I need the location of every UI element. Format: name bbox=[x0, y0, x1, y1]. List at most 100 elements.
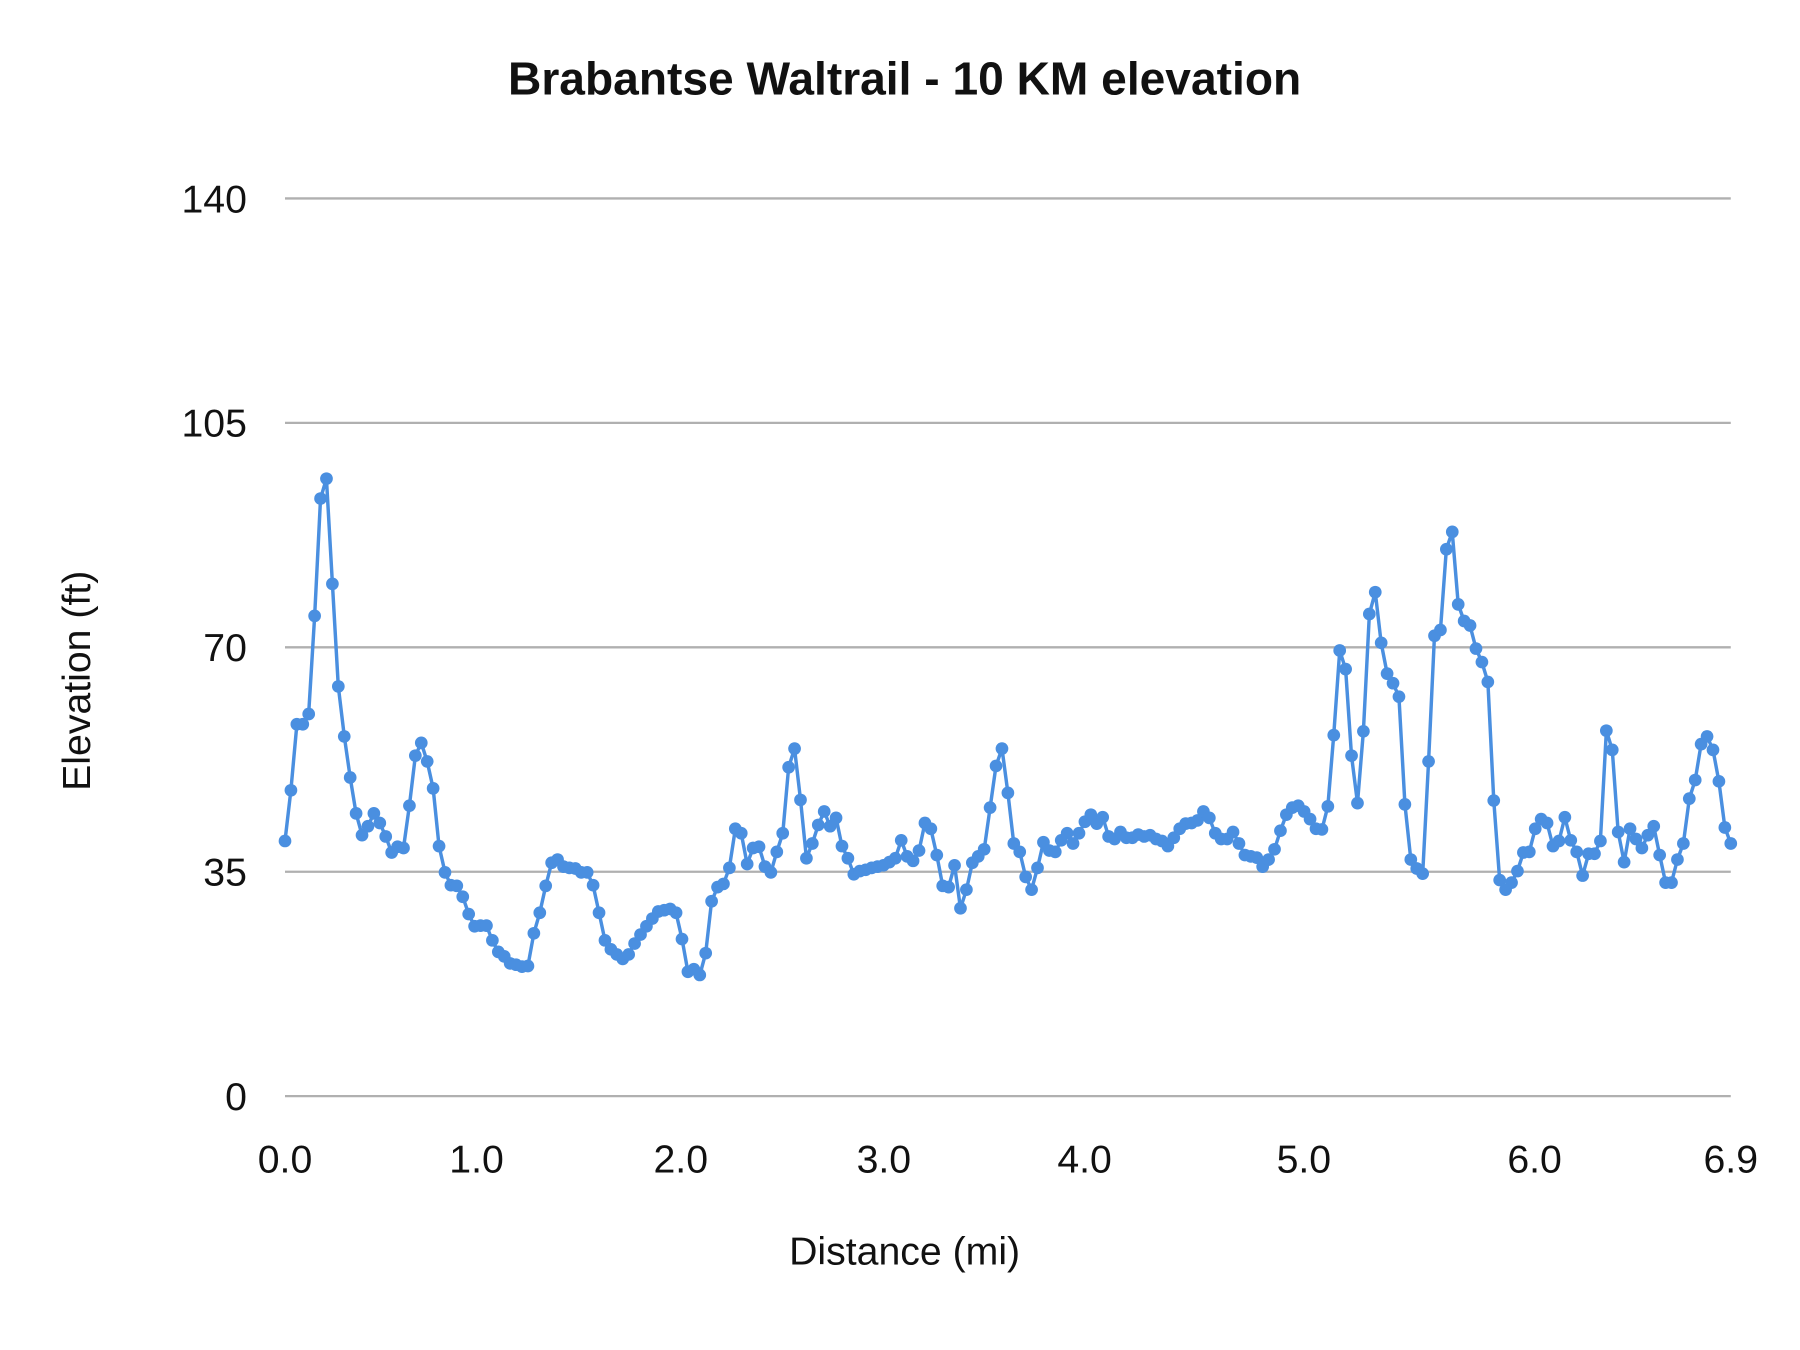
data-point bbox=[1493, 873, 1507, 887]
data-point bbox=[806, 837, 819, 850]
data-point bbox=[409, 749, 422, 763]
data-point bbox=[1031, 861, 1044, 875]
data-point bbox=[1019, 870, 1033, 884]
data-point bbox=[1599, 724, 1613, 738]
data-point bbox=[533, 906, 547, 920]
data-point bbox=[1060, 826, 1074, 840]
data-point bbox=[1712, 774, 1726, 788]
data-point bbox=[598, 933, 612, 947]
data-point bbox=[1345, 749, 1358, 763]
gridlines bbox=[285, 197, 1731, 1098]
data-point bbox=[1653, 848, 1667, 862]
data-point bbox=[1564, 833, 1578, 847]
data-point bbox=[924, 822, 938, 836]
data-point bbox=[1191, 814, 1204, 827]
data-point bbox=[1682, 792, 1696, 805]
x-tick-label: 1.0 bbox=[449, 1137, 504, 1181]
data-point bbox=[1469, 642, 1483, 655]
data-point bbox=[1724, 837, 1738, 850]
data-point bbox=[788, 742, 801, 755]
data-point bbox=[521, 959, 535, 973]
data-point bbox=[403, 799, 416, 813]
data-point bbox=[622, 948, 636, 961]
data-point bbox=[794, 793, 807, 807]
data-point bbox=[1232, 837, 1246, 850]
data-point bbox=[1001, 786, 1015, 800]
data-point bbox=[1386, 676, 1400, 690]
data-point bbox=[361, 819, 375, 833]
data-point bbox=[989, 759, 1003, 773]
data-point bbox=[432, 839, 446, 853]
data-point bbox=[1665, 876, 1678, 889]
data-point bbox=[1262, 853, 1275, 866]
data-point bbox=[734, 826, 748, 840]
data-point bbox=[1700, 730, 1714, 743]
data-point bbox=[314, 492, 327, 505]
data-point bbox=[1357, 724, 1370, 738]
data-point bbox=[462, 907, 476, 921]
y-axis-title: Elevation (ft) bbox=[55, 571, 99, 791]
data-point bbox=[1475, 655, 1489, 669]
data-point bbox=[1617, 855, 1631, 869]
y-tick-label: 35 bbox=[203, 851, 247, 895]
data-point bbox=[1416, 867, 1430, 881]
data-point bbox=[1505, 876, 1518, 889]
data-point bbox=[1611, 825, 1625, 839]
data-point bbox=[930, 848, 944, 862]
data-point bbox=[1540, 816, 1554, 830]
data-point bbox=[705, 894, 718, 908]
x-tick-label: 3.0 bbox=[857, 1137, 912, 1181]
data-point bbox=[800, 851, 813, 865]
x-tick-label: 2.0 bbox=[654, 1137, 709, 1181]
data-point bbox=[1718, 821, 1732, 834]
data-point bbox=[326, 577, 339, 591]
data-point bbox=[628, 937, 641, 950]
data-point bbox=[414, 736, 428, 750]
data-point bbox=[1202, 811, 1216, 825]
data-point bbox=[841, 851, 855, 865]
y-tick-label: 0 bbox=[225, 1075, 247, 1119]
data-point bbox=[1380, 667, 1394, 680]
y-tick-label: 140 bbox=[181, 177, 246, 221]
data-point bbox=[995, 742, 1009, 755]
data-point bbox=[829, 811, 843, 825]
data-point bbox=[740, 857, 754, 871]
data-point bbox=[450, 879, 464, 893]
data-point bbox=[1404, 853, 1418, 866]
data-point bbox=[1481, 675, 1495, 689]
data-point bbox=[367, 807, 381, 820]
data-point bbox=[480, 919, 493, 932]
data-point bbox=[379, 830, 393, 843]
data-point bbox=[1048, 845, 1062, 859]
data-point bbox=[1688, 773, 1702, 787]
data-point bbox=[888, 851, 902, 865]
data-point bbox=[942, 880, 955, 894]
data-point bbox=[1623, 822, 1637, 836]
data-point bbox=[675, 932, 689, 946]
data-point bbox=[1528, 822, 1542, 836]
data-point bbox=[1558, 810, 1572, 824]
data-point bbox=[776, 826, 790, 840]
data-point bbox=[1351, 796, 1364, 810]
data-point bbox=[977, 842, 991, 856]
data-point bbox=[764, 866, 778, 879]
data-point bbox=[1315, 823, 1329, 836]
data-point bbox=[1511, 864, 1524, 878]
data-point bbox=[817, 805, 831, 818]
data-point bbox=[954, 901, 967, 915]
data-point bbox=[699, 946, 713, 960]
data-point bbox=[1576, 869, 1589, 882]
data-point bbox=[426, 782, 440, 795]
data-point bbox=[1013, 845, 1027, 859]
data-point bbox=[1268, 842, 1281, 856]
x-tick-label: 0.0 bbox=[258, 1137, 313, 1181]
chart-title: Brabantse Waltrail - 10 KM elevation bbox=[508, 53, 1301, 105]
data-point bbox=[1570, 845, 1584, 859]
data-point bbox=[1321, 799, 1335, 813]
data-point bbox=[723, 861, 736, 875]
data-point bbox=[1677, 837, 1690, 850]
data-point bbox=[1451, 598, 1465, 611]
data-point bbox=[456, 890, 470, 904]
data-point bbox=[1588, 847, 1601, 861]
